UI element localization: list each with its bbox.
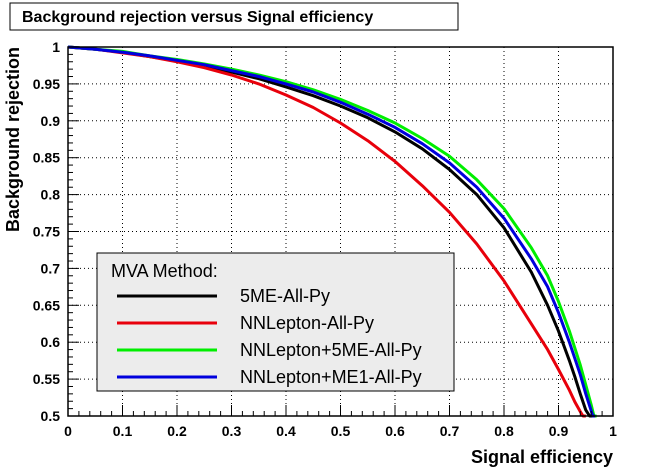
x-tick-label: 0.7: [440, 423, 460, 439]
x-tick-label: 0.1: [113, 423, 133, 439]
x-tick-label: 0.2: [167, 423, 187, 439]
legend-label-3: NNLepton+5ME-All-Py: [240, 340, 422, 360]
y-tick-label: 0.5: [41, 408, 61, 424]
legend-title: MVA Method:: [111, 261, 218, 281]
y-tick-label: 0.65: [33, 297, 60, 313]
y-tick-label: 0.7: [41, 260, 61, 276]
x-tick-label: 0: [64, 423, 72, 439]
x-tick-label: 0.3: [222, 423, 242, 439]
chart-title: Background rejection versus Signal effic…: [22, 9, 373, 26]
y-tick-label: 0.9: [41, 113, 61, 129]
x-tick-label: 1: [609, 423, 617, 439]
x-tick-labels: 0 0.1 0.2 0.3 0.4 0.5 0.6 0.7 0.8 0.9 1: [64, 423, 617, 439]
y-tick-label: 0.55: [33, 371, 60, 387]
y-tick-label: 0.85: [33, 150, 60, 166]
y-tick-labels: 0.5 0.55 0.6 0.65 0.7 0.75 0.8 0.85 0.9 0.95 1: [33, 39, 60, 424]
y-axis-title: Background rejection: [3, 47, 23, 232]
y-tick-label: 0.75: [33, 224, 60, 240]
series-line-4: [67, 45, 595, 418]
y-tick-label: 0.8: [41, 187, 61, 203]
legend-label-4: NNLepton+ME1-All-Py: [240, 367, 422, 387]
y-tick-label: 0.6: [41, 334, 61, 350]
legend-entries: 5ME-All-Py NNLepton-All-Py NNLepton+5ME-Al…: [117, 286, 422, 387]
x-axis-title: Signal efficiency: [471, 447, 613, 467]
legend: MVA Method: 5ME-All-Py NNLepton-All-Py NNL…: [96, 252, 455, 392]
legend-label-2: NNLepton-All-Py: [240, 313, 374, 333]
x-tick-label: 0.6: [385, 423, 405, 439]
x-tick-label: 0.8: [494, 423, 514, 439]
x-tick-label: 0.5: [331, 423, 351, 439]
title-frame: [9, 2, 459, 31]
y-tick-label: 1: [52, 39, 60, 55]
x-tick-label: 0.9: [549, 423, 569, 439]
x-tick-label: 0.4: [276, 423, 296, 439]
tick-marks: [67, 46, 614, 417]
title-box: Background rejection versus Signal effic…: [9, 2, 459, 31]
series-group: [67, 45, 597, 418]
legend-label-1: 5ME-All-Py: [240, 286, 330, 306]
y-tick-label: 0.95: [33, 76, 60, 92]
